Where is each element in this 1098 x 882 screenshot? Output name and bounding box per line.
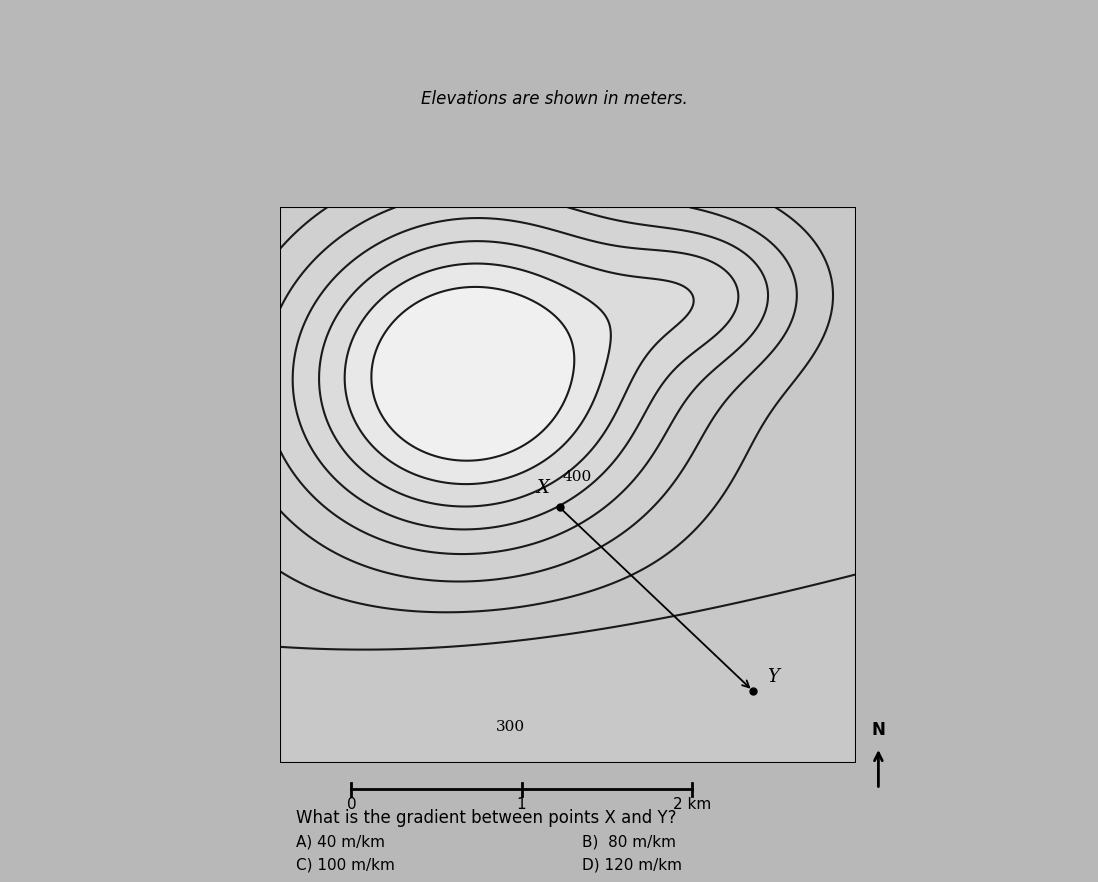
Text: A) 40 m/km: A) 40 m/km [296, 834, 385, 849]
Text: 2 km: 2 km [673, 796, 710, 811]
Text: 1: 1 [517, 796, 526, 811]
Text: Elevations are shown in meters.: Elevations are shown in meters. [422, 90, 687, 108]
Text: C) 100 m/km: C) 100 m/km [296, 857, 395, 872]
Text: X: X [537, 480, 549, 497]
Text: 400: 400 [562, 470, 592, 483]
Text: N: N [872, 721, 885, 739]
Text: 0: 0 [347, 796, 356, 811]
Text: B)  80 m/km: B) 80 m/km [582, 834, 676, 849]
Text: What is the gradient between points X and Y?: What is the gradient between points X an… [296, 810, 677, 827]
Text: D) 120 m/km: D) 120 m/km [582, 857, 682, 872]
Text: 300: 300 [496, 720, 525, 734]
Text: Y: Y [768, 669, 778, 686]
